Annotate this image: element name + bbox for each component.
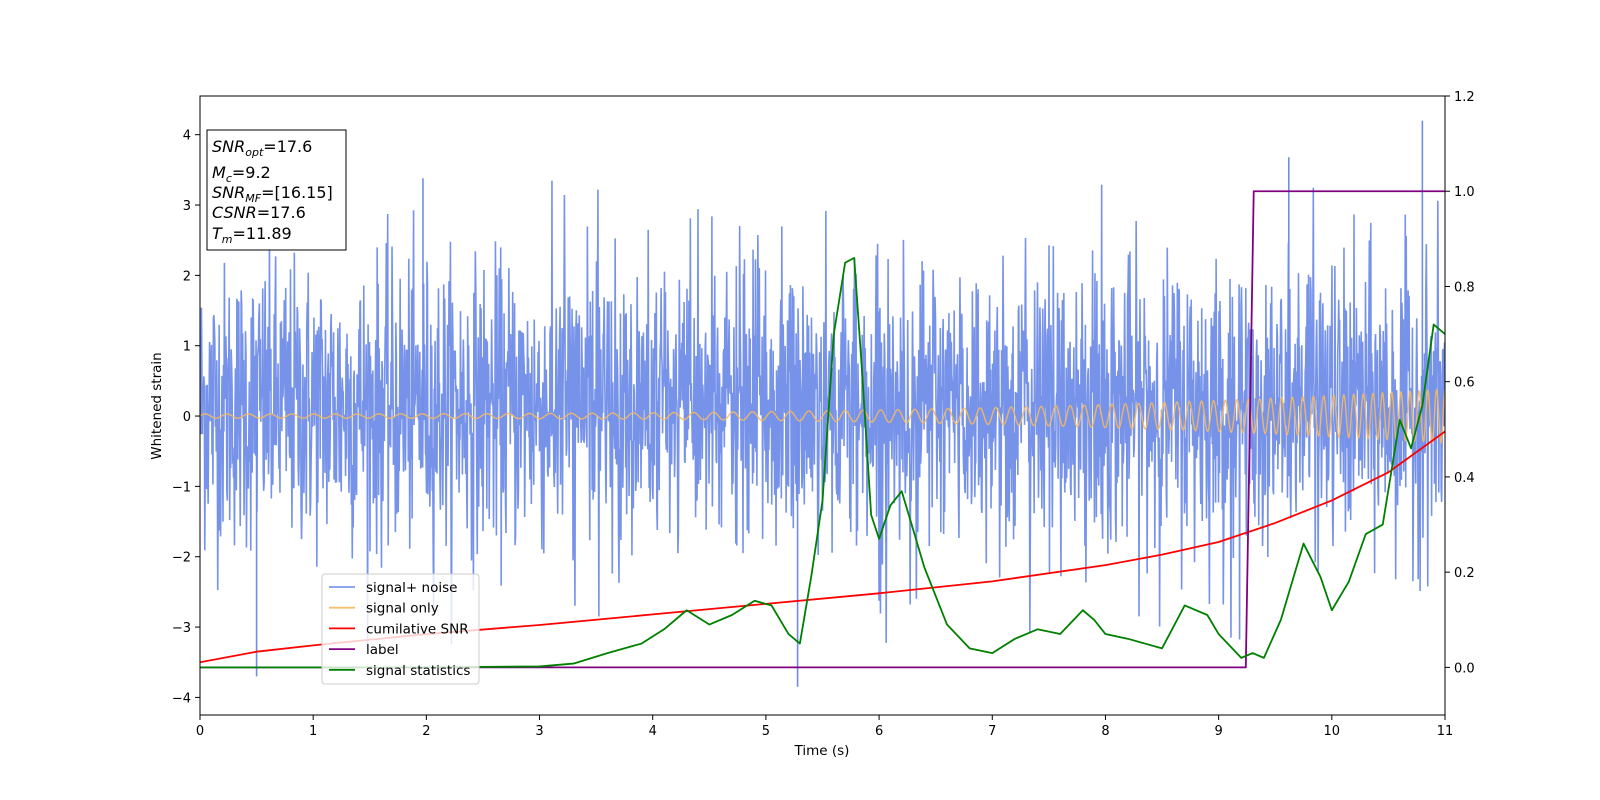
y-left-tick-label: 0 xyxy=(183,410,191,425)
y-right-tick-label: 0.8 xyxy=(1454,280,1475,295)
y-left-tick-label: 3 xyxy=(183,199,191,214)
x-axis-title: Time (s) xyxy=(794,743,850,759)
x-tick-label: 5 xyxy=(762,724,770,739)
legend-label: label xyxy=(366,642,399,658)
x-tick-label: 8 xyxy=(1101,724,1109,739)
y-left-tick-label: −4 xyxy=(172,691,191,706)
y-right-tick-label: 0.2 xyxy=(1454,566,1475,581)
series-signal-only xyxy=(200,388,1445,445)
y-axis-title: Whitened strain xyxy=(149,352,165,459)
y-axis-right: 0.0 0.2 0.4 0.6 0.8 1.0 1.2 xyxy=(1445,90,1475,676)
series-label xyxy=(200,190,1445,669)
y-left-tick-label: 4 xyxy=(183,129,191,144)
series-signal-noise xyxy=(200,180,1445,651)
legend-label: signal statistics xyxy=(366,663,470,679)
info-box-frame xyxy=(206,129,347,251)
info-box: SNRopt=17.6 Mc=9.2 SNRMF=[16.15] CSNR=17… xyxy=(206,129,347,251)
info-snr-mf: SNRMF=[16.15] xyxy=(212,183,333,205)
y-right-tick-label: 1.2 xyxy=(1454,90,1475,105)
legend-label: signal only xyxy=(366,601,439,617)
x-tick-label: 3 xyxy=(535,724,543,739)
info-mc: Mc=9.2 xyxy=(212,163,271,185)
x-tick-label: 6 xyxy=(875,724,883,739)
x-tick-label: 9 xyxy=(1214,724,1222,739)
y-left-tick-label: −3 xyxy=(172,621,191,636)
info-tm: Tm=11.89 xyxy=(212,224,292,246)
y-left-tick-label: −2 xyxy=(172,551,191,566)
x-tick-label: 0 xyxy=(196,724,204,739)
x-tick-label: 10 xyxy=(1324,724,1341,739)
x-tick-label: 7 xyxy=(988,724,996,739)
y-right-tick-label: 1.0 xyxy=(1454,185,1475,200)
info-csnr: CSNR=17.6 xyxy=(212,203,306,222)
legend-label: signal+ noise xyxy=(366,580,457,596)
y-right-tick-label: 0.0 xyxy=(1454,661,1475,676)
y-left-tick-label: 1 xyxy=(183,340,191,355)
x-tick-label: 4 xyxy=(649,724,657,739)
y-axis-left: −4 −3 −2 −1 0 1 2 3 4 xyxy=(172,129,200,706)
x-tick-label: 11 xyxy=(1437,724,1454,739)
y-right-tick-label: 0.6 xyxy=(1454,376,1475,391)
y-right-tick-label: 0.4 xyxy=(1454,471,1475,486)
legend: signal+ noise signal only cumilative SNR la… xyxy=(321,573,480,685)
x-tick-label: 2 xyxy=(422,724,430,739)
legend-label: cumilative SNR xyxy=(366,621,469,637)
y-left-tick-label: 2 xyxy=(183,269,191,284)
legend-frame xyxy=(321,573,480,685)
y-left-tick-label: −1 xyxy=(172,480,191,495)
plot-frame xyxy=(199,95,1446,716)
x-tick-label: 1 xyxy=(309,724,317,739)
info-snr-opt: SNRopt=17.6 xyxy=(212,137,312,159)
x-axis: 0 1 2 3 4 5 6 7 8 9 10 11 xyxy=(196,715,1453,739)
series-signal-statistics xyxy=(200,256,1445,669)
